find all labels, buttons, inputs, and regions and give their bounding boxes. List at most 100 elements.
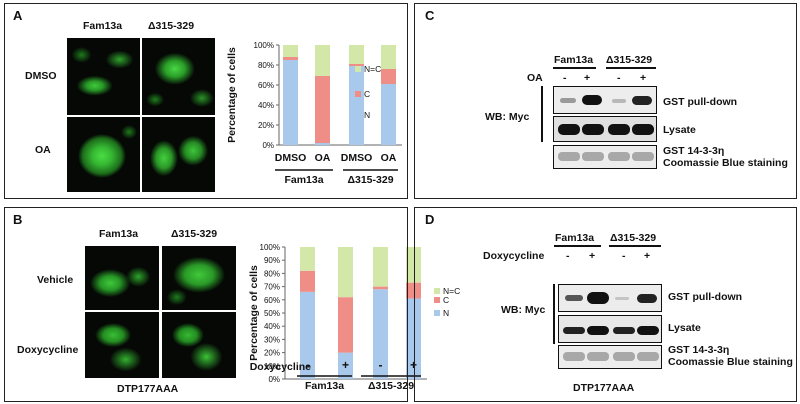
y-tick-label: 60% <box>258 81 274 90</box>
legend-label: N <box>443 308 449 318</box>
group-label: Δ315-329 <box>368 380 414 392</box>
col-label-fam13a: Fam13a <box>99 228 139 240</box>
row-label-vehicle: Vehicle <box>37 274 74 286</box>
y-tick-label: 0% <box>268 375 280 384</box>
category-label: + <box>342 358 349 372</box>
sign-lane-4: + <box>640 72 647 84</box>
wb-myc-label: WB: Myc <box>485 111 530 123</box>
bar-n <box>338 352 353 379</box>
category-label: DMSO <box>341 152 373 164</box>
micrograph-deletion-oa <box>142 117 215 192</box>
row-label-gst: GST 14-3-3η <box>663 145 725 157</box>
bar-c <box>300 270 315 292</box>
legend-label: C <box>364 89 370 99</box>
category-label: - <box>306 358 310 372</box>
micrograph-deletion-vehicle <box>162 246 236 310</box>
col-label-deletion: Δ315-329 <box>148 20 195 32</box>
y-tick-label: 0% <box>262 141 274 150</box>
y-tick-label: 50% <box>264 309 280 318</box>
y-axis-label: Percentage of cells <box>226 47 238 143</box>
legend-label: N <box>364 110 370 120</box>
category-axis-label: Doxycycline <box>250 361 311 373</box>
row-label-doxycycline: Doxycycline <box>17 344 79 356</box>
bar-c <box>406 282 421 299</box>
y-tick-label: 40% <box>258 101 274 110</box>
y-tick-label: 10% <box>264 362 280 371</box>
row-label-pulldown: GST pull-down <box>668 291 743 303</box>
y-tick-label: 90% <box>264 256 280 265</box>
bar-c <box>373 286 388 290</box>
panel-d-letter: D <box>425 212 435 227</box>
bar-n <box>315 143 330 145</box>
legend-swatch <box>355 66 361 72</box>
legend-swatch <box>434 310 440 316</box>
bar-neqc <box>349 45 364 64</box>
row-label-dmso: DMSO <box>25 70 57 82</box>
col-label-fam13a: Fam13a <box>83 20 123 32</box>
blot-coomassie <box>558 345 662 369</box>
group-label: Fam13a <box>305 380 344 392</box>
sign-lane-2: + <box>584 72 591 84</box>
panel-c: C Fam13a Δ315-329 OA - + - + WB: Myc GST… <box>414 3 797 199</box>
underline-deletion <box>609 245 661 247</box>
category-label: DMSO <box>275 152 307 164</box>
row-label-oa: OA <box>35 144 51 156</box>
micrograph-fam13a-oa <box>67 117 140 192</box>
row-label-lysate: Lysate <box>663 124 696 136</box>
blot-lysate <box>553 116 657 142</box>
sign-lane-1: - <box>563 72 567 84</box>
sign-lane-3: - <box>617 72 621 84</box>
col-label-deletion: Δ315-329 <box>171 228 218 240</box>
y-tick-label: 20% <box>264 349 280 358</box>
legend-label: C <box>443 295 449 305</box>
blot-col-deletion: Δ315-329 <box>606 54 653 66</box>
panel-b: B Fam13a Δ315-329 Vehicle Doxycycline DT… <box>4 207 408 402</box>
y-tick-label: 20% <box>258 121 274 130</box>
group-label: Fam13a <box>284 174 323 186</box>
panel-b-letter: B <box>13 212 23 227</box>
bar-c <box>283 57 298 60</box>
y-tick-label: 100% <box>254 41 274 50</box>
panel-c-letter: C <box>425 8 435 23</box>
legend-swatch <box>355 112 361 118</box>
bar-c <box>349 64 364 66</box>
panel-a-letter: A <box>13 8 23 23</box>
y-tick-label: 60% <box>264 296 280 305</box>
bar-c <box>381 69 396 84</box>
y-tick-label: 40% <box>264 322 280 331</box>
legend-swatch <box>434 297 440 303</box>
micrograph-deletion-doxycycline <box>162 312 236 378</box>
y-tick-label: 30% <box>264 335 280 344</box>
bar-neqc <box>315 45 330 76</box>
sign-lane-3: - <box>622 250 626 262</box>
underline-fam13a <box>553 67 596 69</box>
y-tick-label: 70% <box>264 283 280 292</box>
sign-lane-2: + <box>589 250 596 262</box>
blot-lysate <box>558 315 662 343</box>
bar-neqc <box>381 45 396 69</box>
bar-n <box>381 84 396 145</box>
row-label-coomassie: Coomassie Blue staining <box>668 356 793 368</box>
sign-lane-1: - <box>566 250 570 262</box>
bar-neqc <box>300 247 315 271</box>
y-tick-label: 80% <box>258 61 274 70</box>
group-label: Δ315-329 <box>347 174 393 186</box>
blot-coomassie <box>553 145 657 169</box>
sign-lane-4: + <box>644 250 651 262</box>
row-label-lysate: Lysate <box>668 322 701 334</box>
legend-label: N=C <box>364 64 381 74</box>
bar-n <box>373 289 388 379</box>
treatment-label-oa: OA <box>527 72 543 84</box>
row-label-gst: GST 14-3-3η <box>668 344 730 356</box>
caption-dtp177aaa: DTP177AAA <box>573 382 635 394</box>
legend-label: N=C <box>443 286 460 296</box>
bar-n <box>406 298 421 379</box>
micrograph-deletion-dmso <box>142 38 215 115</box>
category-label: OA <box>315 152 331 164</box>
micrograph-fam13a-vehicle <box>85 246 159 310</box>
row-label-coomassie: Coomassie Blue staining <box>663 157 788 169</box>
bar-n <box>300 291 315 379</box>
bar-n <box>349 66 364 145</box>
blot-col-fam13a: Fam13a <box>554 54 594 66</box>
bar-c <box>338 297 353 353</box>
